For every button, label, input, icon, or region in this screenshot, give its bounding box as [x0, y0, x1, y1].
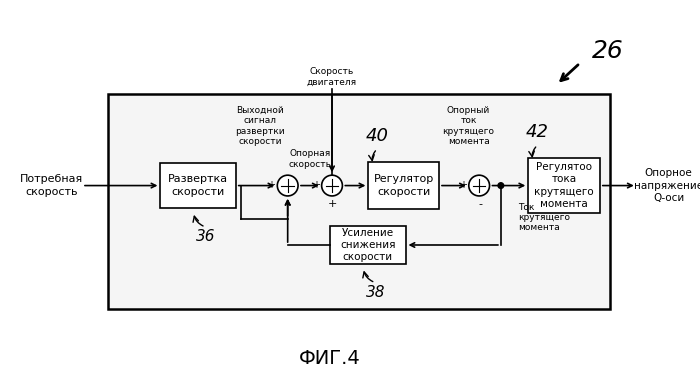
- Text: Опорное
напряжение
Q-оси: Опорное напряжение Q-оси: [634, 168, 700, 203]
- Text: Ток
крутящего
момента: Ток крутящего момента: [518, 202, 570, 232]
- Text: Регулятор
скорости: Регулятор скорости: [374, 174, 434, 197]
- Text: ФИГ.4: ФИГ.4: [300, 349, 361, 368]
- Text: Опорный
ток
крутящего
момента: Опорный ток крутящего момента: [442, 106, 494, 146]
- Text: 38: 38: [365, 285, 385, 300]
- Text: 26: 26: [592, 39, 624, 63]
- FancyBboxPatch shape: [108, 94, 610, 309]
- FancyBboxPatch shape: [368, 162, 439, 209]
- FancyBboxPatch shape: [330, 226, 405, 264]
- FancyBboxPatch shape: [160, 163, 236, 208]
- Text: -: -: [286, 199, 290, 209]
- Text: Опорная
скорость: Опорная скорость: [288, 149, 331, 168]
- Text: +: +: [459, 180, 467, 190]
- Text: Выходной
сигнал
развертки
скорости: Выходной сигнал развертки скорости: [235, 106, 285, 146]
- Text: 40: 40: [366, 127, 389, 145]
- Circle shape: [277, 175, 298, 196]
- Circle shape: [469, 175, 489, 196]
- Circle shape: [498, 183, 504, 188]
- Text: 36: 36: [196, 229, 216, 244]
- Text: 42: 42: [526, 123, 549, 141]
- Text: Регулятоо
тока
крутящего
момента: Регулятоо тока крутящего момента: [534, 162, 594, 209]
- Text: +: +: [328, 199, 337, 209]
- Circle shape: [321, 175, 342, 196]
- Text: +: +: [267, 180, 275, 190]
- Text: Скорость
двигателя: Скорость двигателя: [307, 67, 357, 87]
- Text: -: -: [478, 199, 482, 209]
- Text: +: +: [312, 180, 320, 190]
- Text: Потребная
скорость: Потребная скорость: [20, 174, 83, 197]
- Text: Усиление
снижения
скорости: Усиление снижения скорости: [340, 228, 395, 262]
- FancyBboxPatch shape: [528, 158, 600, 213]
- Text: Развертка
скорости: Развертка скорости: [168, 174, 228, 197]
